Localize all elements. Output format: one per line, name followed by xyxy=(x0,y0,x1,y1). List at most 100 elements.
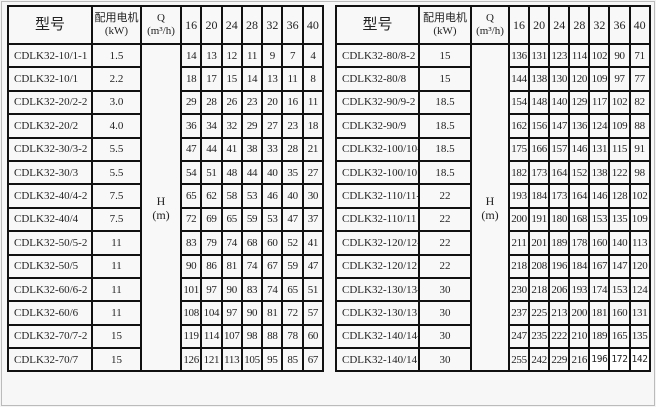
head-value-cell: 189 xyxy=(588,323,611,350)
model-cell: CDLK32-40/4 xyxy=(7,206,93,233)
head-value-cell: 113 xyxy=(220,347,243,373)
head-value-cell: 196 xyxy=(588,347,611,373)
head-value-cell: 135 xyxy=(608,206,631,233)
model-cell: CDLK32-30/3-2 xyxy=(7,136,93,162)
head-value-cell: 193 xyxy=(507,183,531,209)
motor-power-cell: 30 xyxy=(418,276,472,303)
table-row: CDLK32-50/5 11 90 86 81 74 67 59 47 xyxy=(7,253,325,279)
head-value-cell: 162 xyxy=(507,113,531,139)
head-value-cell: 78 xyxy=(281,323,304,350)
header-flow-value: 32 xyxy=(261,5,284,45)
head-value-cell: 86 xyxy=(200,253,223,279)
model-cell: CDLK32-140/14 xyxy=(335,347,420,373)
head-value-cell: 44 xyxy=(200,136,223,162)
head-value-cell: 23 xyxy=(281,113,304,139)
head-value-cell: 81 xyxy=(261,300,284,326)
motor-power-cell: 15 xyxy=(91,347,142,373)
motor-power-cell: 7.5 xyxy=(91,183,142,209)
head-value-cell: 59 xyxy=(281,253,304,279)
head-label: H xyxy=(156,193,166,208)
table-row: CDLK32-10/1 2.2 18 17 15 14 13 11 8 xyxy=(7,66,325,92)
head-value-cell: 146 xyxy=(568,136,591,162)
head-value-cell: 38 xyxy=(240,136,264,162)
header-flow-value: 24 xyxy=(548,5,571,45)
head-value-cell: 26 xyxy=(220,89,243,116)
head-value-cell: 34 xyxy=(200,113,223,139)
table-row: CDLK32-20/2 4.0 36 34 32 29 27 23 18 xyxy=(7,113,325,139)
flow-unit: (m³/h) xyxy=(147,25,175,37)
head-value-cell: 167 xyxy=(588,253,611,279)
motor-power-cell: 18.5 xyxy=(418,89,472,116)
head-value-cell: 104 xyxy=(200,300,223,326)
head-value-cell: 90 xyxy=(220,276,243,303)
model-cell: CDLK32-50/5 xyxy=(7,253,93,279)
head-value-cell: 101 xyxy=(179,276,203,303)
table-row: CDLK32-50/5-2 11 83 79 74 68 60 52 41 xyxy=(7,230,325,256)
head-value-cell: 47 xyxy=(281,206,304,233)
head-value-cell: 247 xyxy=(507,323,531,350)
header-flow-value: 36 xyxy=(608,5,631,45)
model-cell: CDLK32-120/12 xyxy=(335,253,420,279)
motor-power-cell: 3.0 xyxy=(91,89,142,116)
head-value-cell: 4 xyxy=(301,42,325,69)
head-value-cell: 41 xyxy=(220,136,243,162)
table-row: CDLK32-60/6 11 108 104 97 90 81 72 57 xyxy=(7,300,325,326)
motor-power-cell: 30 xyxy=(418,347,472,373)
head-value-cell: 48 xyxy=(220,159,243,186)
head-value-cell: 7 xyxy=(281,42,304,69)
head-value-cell: 14 xyxy=(179,42,203,69)
header-flow-value: 16 xyxy=(507,5,531,45)
head-value-cell: 156 xyxy=(528,113,551,139)
head-value-cell: 120 xyxy=(568,66,591,92)
table-row: CDLK32-80/8 15 144 138 130 120 109 97 77 xyxy=(335,66,651,92)
head-value-cell: 98 xyxy=(628,159,651,186)
motor-unit: (kW) xyxy=(433,25,457,37)
header-flow-value: 32 xyxy=(588,5,611,45)
head-value-cell: 128 xyxy=(608,183,631,209)
head-value-cell: 181 xyxy=(588,300,611,326)
motor-power-cell: 15 xyxy=(418,66,472,92)
table-row: CDLK32-20/2-2 3.0 29 28 26 23 20 16 11 xyxy=(7,89,325,116)
head-value-cell: 131 xyxy=(628,300,651,326)
table-row: CDLK32-130/13 30 237 225 213 200 181 160 131 xyxy=(335,300,651,326)
head-value-cell: 175 xyxy=(507,136,531,162)
head-value-cell: 242 xyxy=(528,347,551,373)
head-value-cell: 160 xyxy=(588,230,611,256)
head-value-cell: 59 xyxy=(240,206,264,233)
head-value-cell: 193 xyxy=(568,276,591,303)
head-unit: (m) xyxy=(152,207,170,222)
model-cell: CDLK32-80/8-2 xyxy=(335,42,420,69)
header-motor: 配用电机 (kW) xyxy=(91,5,142,45)
head-value-cell: 16 xyxy=(281,89,304,116)
model-cell: CDLK32-130/13-2 xyxy=(335,276,420,303)
table-row: CDLK32-90/9-2 18.5 154 148 140 129 117 102 82 xyxy=(335,89,651,116)
pump-table-right: 型号 配用电机 (kW) Q (m³/h) 16 20 24 28 32 36 40 CDLK32-8… xyxy=(335,5,651,373)
header-row: 型号 配用电机 (kW) Q (m³/h) 16 20 24 28 32 36 40 xyxy=(7,5,325,45)
motor-label: 配用电机 xyxy=(423,12,467,24)
head-value-cell: 82 xyxy=(628,89,651,116)
motor-power-cell: 11 xyxy=(91,276,142,303)
head-value-cell: 191 xyxy=(528,206,551,233)
model-cell: CDLK32-20/2 xyxy=(7,113,93,139)
head-value-cell: 17 xyxy=(200,66,223,92)
head-value-cell: 33 xyxy=(261,136,284,162)
head-value-cell: 157 xyxy=(548,136,571,162)
model-cell: CDLK32-10/1 xyxy=(7,66,93,92)
head-value-cell: 174 xyxy=(588,276,611,303)
head-value-cell: 108 xyxy=(179,300,203,326)
motor-power-cell: 1.5 xyxy=(91,42,142,69)
header-flow-value: 20 xyxy=(200,5,223,45)
head-value-cell: 184 xyxy=(568,253,591,279)
motor-power-cell: 22 xyxy=(418,206,472,233)
head-value-cell: 65 xyxy=(179,183,203,209)
header-flow-value: 28 xyxy=(240,5,264,45)
head-value-cell: 173 xyxy=(528,159,551,186)
head-value-cell: 77 xyxy=(628,66,651,92)
head-value-cell: 107 xyxy=(220,323,243,350)
head-value-cell: 222 xyxy=(548,323,571,350)
head-value-cell: 189 xyxy=(548,230,571,256)
head-value-cell: 200 xyxy=(507,206,531,233)
head-value-cell: 21 xyxy=(301,136,325,162)
table-row: CDLK32-80/8-2 15 H (m) 136 131 123 114 102 90 71 xyxy=(335,42,651,373)
head-value-cell: 91 xyxy=(628,136,651,162)
